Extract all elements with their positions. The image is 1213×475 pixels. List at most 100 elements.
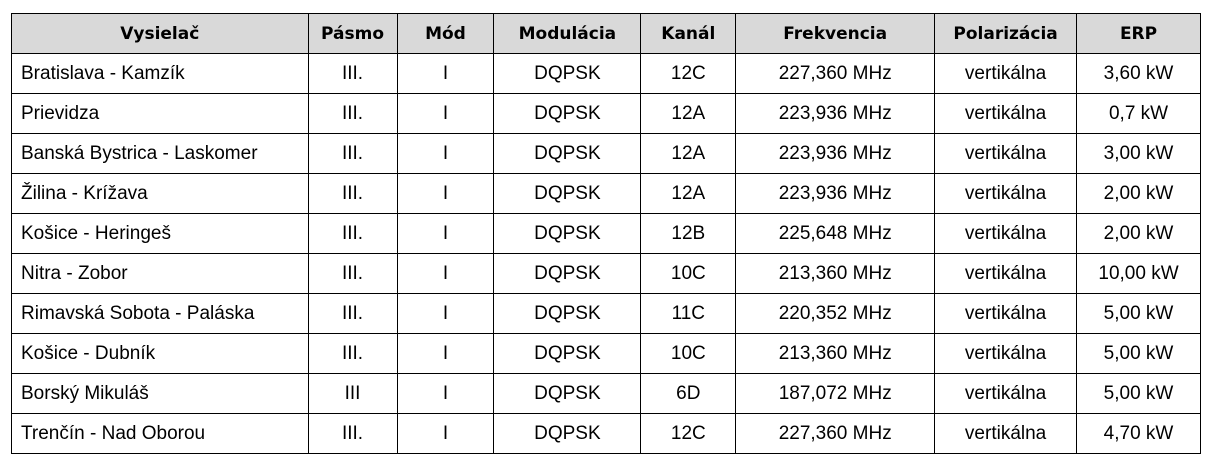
table-cell: 0,7 kW [1076,93,1201,134]
table-cell: vertikálna [934,173,1078,214]
table-cell: DQPSK [493,93,642,134]
table-cell: I [396,173,495,214]
table-cell: Žilina - Krížava [11,173,309,214]
table-cell: 12A [640,173,737,214]
table-cell: Rimavská Sobota - Paláska [11,293,309,334]
table-cell: DQPSK [493,333,642,374]
table-cell: vertikálna [934,413,1078,454]
table-cell: vertikálna [934,253,1078,294]
table-cell: vertikálna [934,213,1078,254]
table-cell: 223,936 MHz [735,93,936,134]
table-cell: III. [307,173,398,214]
column-header: Pásmo [307,13,398,54]
table-row: Banská Bystrica - Laskomer III. I DQPSK 12A 2… [11,133,1201,174]
table-cell: DQPSK [493,213,642,254]
table-cell: 10C [640,253,737,294]
table-cell: 223,936 MHz [735,173,936,214]
header-row: Vysielač Pásmo Mód Modulácia Kanál Frekvencia… [11,13,1201,54]
table-cell: 213,360 MHz [735,253,936,294]
table-cell: DQPSK [493,373,642,414]
table-cell: I [396,253,495,294]
table-cell: 2,00 kW [1076,173,1201,214]
table-cell: I [396,293,495,334]
table-cell: III. [307,293,398,334]
table-cell: 11C [640,293,737,334]
table-cell: 6D [640,373,737,414]
transmitter-table: Vysielač Pásmo Mód Modulácia Kanál Frekvencia… [11,13,1201,454]
table-cell: I [396,213,495,254]
table-cell: I [396,373,495,414]
table-cell: DQPSK [493,293,642,334]
table-cell: III. [307,53,398,94]
table-cell: DQPSK [493,253,642,294]
table-cell: 5,00 kW [1076,373,1201,414]
table-cell: Banská Bystrica - Laskomer [11,133,309,174]
table-cell: 10,00 kW [1076,253,1201,294]
table-cell: III. [307,413,398,454]
table-cell: III. [307,333,398,374]
table-row: Košice - Dubník III. I DQPSK 10C 213,360 MHz v… [11,333,1201,374]
table-cell: 3,60 kW [1076,53,1201,94]
table-cell: 12A [640,93,737,134]
table-row: Prievidza III. I DQPSK 12A 223,936 MHz vertiká… [11,93,1201,134]
table-cell: DQPSK [493,133,642,174]
table-cell: 12A [640,133,737,174]
column-header: Modulácia [493,13,642,54]
table-cell: I [396,333,495,374]
table-cell: vertikálna [934,133,1078,174]
table-cell: 12B [640,213,737,254]
column-header: ERP [1076,13,1201,54]
table-cell: 4,70 kW [1076,413,1201,454]
table-cell: Borský Mikuláš [11,373,309,414]
table-cell: vertikálna [934,93,1078,134]
table-cell: III. [307,93,398,134]
table-cell: DQPSK [493,53,642,94]
table-cell: 10C [640,333,737,374]
table-cell: III [307,373,398,414]
table-cell: 223,936 MHz [735,133,936,174]
table-row: Nitra - Zobor III. I DQPSK 10C 213,360 MHz ver… [11,253,1201,294]
table-cell: vertikálna [934,53,1078,94]
table-cell: Košice - Dubník [11,333,309,374]
table-cell: 213,360 MHz [735,333,936,374]
table-cell: vertikálna [934,293,1078,334]
table-cell: 5,00 kW [1076,333,1201,374]
table-cell: Nitra - Zobor [11,253,309,294]
table-row: Žilina - Krížava III. I DQPSK 12A 223,936 MHz… [11,173,1201,214]
table-cell: Prievidza [11,93,309,134]
table-row: Borský Mikuláš III I DQPSK 6D 187,072 MHz vert… [11,373,1201,414]
table-row: Rimavská Sobota - Paláska III. I DQPSK 11C 22… [11,293,1201,334]
table-cell: I [396,53,495,94]
table-cell: Košice - Heringeš [11,213,309,254]
table-cell: 2,00 kW [1076,213,1201,254]
table-cell: vertikálna [934,333,1078,374]
table-cell: 5,00 kW [1076,293,1201,334]
table-cell: 187,072 MHz [735,373,936,414]
table-cell: I [396,93,495,134]
table-row: Bratislava - Kamzík III. I DQPSK 12C 227,360 … [11,53,1201,94]
table-cell: 12C [640,53,737,94]
table-cell: 227,360 MHz [735,53,936,94]
table-cell: 3,00 kW [1076,133,1201,174]
table-cell: 225,648 MHz [735,213,936,254]
table-cell: 220,352 MHz [735,293,936,334]
table-cell: vertikálna [934,373,1078,414]
table-cell: 227,360 MHz [735,413,936,454]
table-cell: Bratislava - Kamzík [11,53,309,94]
table-cell: 12C [640,413,737,454]
column-header: Polarizácia [934,13,1078,54]
table-cell: III. [307,253,398,294]
table-cell: DQPSK [493,413,642,454]
column-header: Kanál [640,13,737,54]
column-header: Mód [396,13,495,54]
table-row: Košice - Heringeš III. I DQPSK 12B 225,648 MH… [11,213,1201,254]
table-cell: I [396,413,495,454]
table-cell: III. [307,213,398,254]
table-cell: III. [307,133,398,174]
column-header: Vysielač [11,13,309,54]
table-cell: Trenčín - Nad Oborou [11,413,309,454]
column-header: Frekvencia [735,13,936,54]
table-cell: I [396,133,495,174]
table-cell: DQPSK [493,173,642,214]
table-row: Trenčín - Nad Oborou III. I DQPSK 12C 227,360… [11,413,1201,454]
